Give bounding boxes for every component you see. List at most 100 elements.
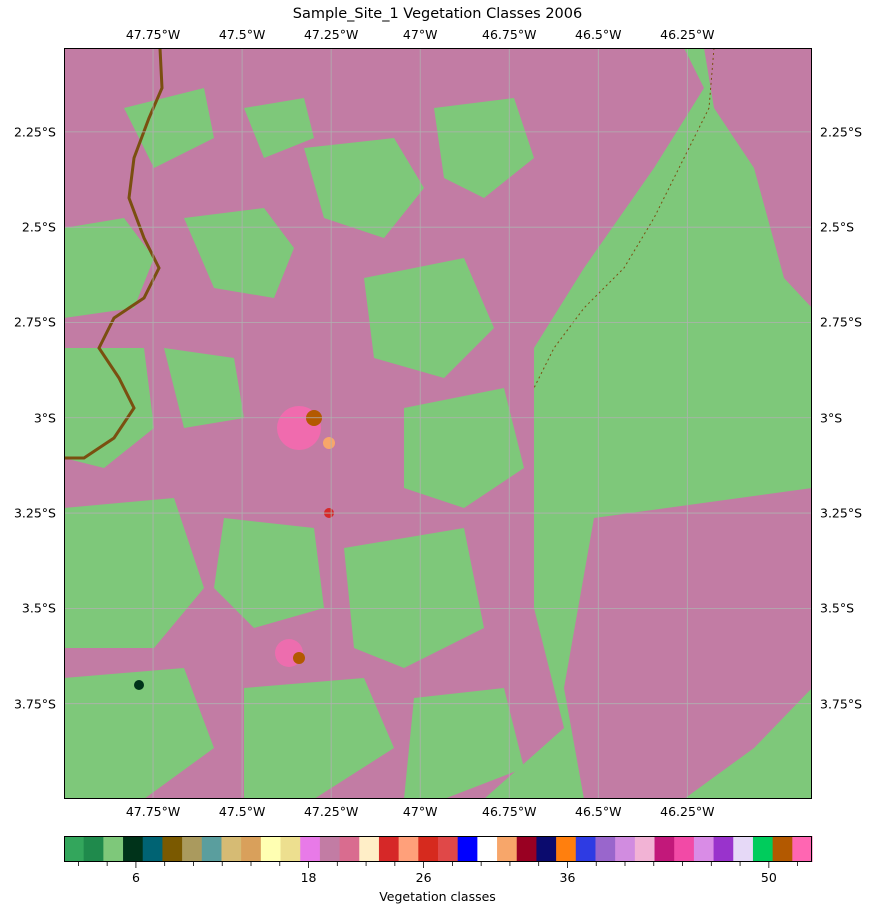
forest-patch — [744, 338, 812, 468]
colorbar-tick-label: 6 — [131, 870, 140, 885]
right-latitude-tick-label: 2.75°S — [820, 314, 863, 330]
colorbar-cell — [713, 836, 734, 862]
colorbar-cell — [162, 836, 183, 862]
colorbar-cell — [280, 836, 301, 862]
colorbar-cell — [497, 836, 518, 862]
colorbar-cell — [300, 836, 321, 862]
right-latitude-tick-label: 2.25°S — [820, 124, 863, 140]
colorbar-cell — [378, 836, 400, 862]
colorbar-cell — [142, 836, 163, 862]
colorbar-cell — [103, 836, 124, 862]
colorbar-cell — [477, 836, 498, 862]
colorbar-tick-marks — [77, 862, 799, 868]
colorbar-cell — [221, 836, 242, 862]
colorbar-cells — [64, 836, 813, 862]
right-latitude-tick-label: 3.25°S — [820, 505, 863, 521]
left-latitude-tick-label: 3.5°S — [21, 600, 56, 616]
forest-patch — [64, 668, 214, 799]
left-latitude-tick-label: 3.25°S — [13, 505, 56, 521]
forest-patch — [214, 518, 324, 628]
left-latitude-tick-label: 3.75°S — [13, 696, 56, 712]
left-latitude-tick-label: 2.25°S — [13, 124, 56, 140]
colorbar-cell — [772, 836, 793, 862]
colorbar-cell — [339, 836, 360, 862]
forest-patch — [64, 348, 154, 468]
colorbar-tick-label: 36 — [559, 870, 576, 885]
bottom-longitude-tick-label: 47.5°W — [218, 804, 266, 819]
top-longitude-tick-label: 47°W — [402, 27, 438, 42]
top-longitude-tick-label: 46.75°W — [482, 27, 537, 42]
right-latitude-tick-label: 3.5°S — [820, 600, 855, 616]
forest-patches — [64, 88, 812, 799]
left-latitude-tick-label: 3°S — [33, 410, 56, 426]
forest-patch — [184, 208, 294, 298]
colorbar-cell — [418, 836, 439, 862]
colorbar-tick-label: 26 — [415, 870, 432, 885]
forest-patch — [364, 258, 494, 378]
forest-patch — [244, 98, 314, 158]
colorbar-cell — [575, 836, 596, 862]
colorbar-cell — [654, 836, 675, 862]
vegetation-colorbar — [64, 836, 813, 868]
bottom-longitude-tick-label: 46.5°W — [575, 804, 622, 819]
colorbar-cell — [123, 836, 144, 862]
colorbar-cell — [457, 836, 478, 862]
colorbar-cell — [260, 836, 282, 862]
colorbar-cell — [64, 836, 85, 862]
colorbar-cell — [359, 836, 380, 862]
bottom-longitude-tick-label: 47°W — [402, 804, 438, 819]
vegetation-map — [64, 48, 812, 799]
orange-class-cluster — [323, 437, 335, 449]
forest-patch — [244, 678, 394, 799]
colorbar-cell — [438, 836, 459, 862]
colorbar-cell — [516, 836, 537, 862]
colorbar-cell — [319, 836, 341, 862]
top-longitude-tick-label: 46.5°W — [575, 27, 622, 42]
colorbar-cell — [536, 836, 557, 862]
colorbar-cell — [792, 836, 813, 862]
bottom-longitude-tick-label: 47.75°W — [125, 804, 181, 819]
colorbar-cell — [693, 836, 715, 862]
colorbar-cell — [752, 836, 774, 862]
colorbar-cell — [556, 836, 577, 862]
colorbar-tick-label: 50 — [760, 870, 777, 885]
forest-patch — [124, 88, 214, 168]
colorbar-cell — [398, 836, 419, 862]
bottom-longitude-tick-label: 47.25°W — [303, 804, 359, 819]
forest-patch — [304, 138, 424, 238]
deforested-southeast-region — [564, 488, 812, 799]
colorbar-cell — [674, 836, 695, 862]
forest-patch — [64, 498, 204, 648]
map-gridlines — [64, 48, 812, 799]
forest-patch — [164, 348, 244, 428]
deforested-northeast-region — [704, 48, 812, 308]
colorbar-cell — [615, 836, 636, 862]
top-longitude-tick-label: 47.25°W — [303, 27, 359, 42]
map-frame — [64, 48, 812, 799]
right-latitude-tick-label: 2.5°S — [820, 219, 855, 235]
right-latitude-tick-label: 3.75°S — [820, 696, 863, 712]
colorbar-frame — [64, 836, 812, 862]
right-latitude-tick-label: 3°S — [820, 410, 843, 426]
colorbar-cell — [83, 836, 104, 862]
forest-patch — [404, 688, 524, 799]
bottom-longitude-tick-label: 46.75°W — [482, 804, 537, 819]
colorbar-tick-label: 18 — [300, 870, 317, 885]
river-line — [64, 48, 164, 460]
left-latitude-tick-label: 2.75°S — [13, 314, 56, 330]
top-longitude-tick-label: 47.5°W — [218, 27, 266, 42]
brown-class-cluster — [293, 652, 305, 664]
top-longitude-tick-label: 46.25°W — [660, 27, 715, 42]
map-title: Sample_Site_1 Vegetation Classes 2006 — [292, 6, 583, 22]
colorbar-cell — [733, 836, 754, 862]
colorbar-cell — [634, 836, 656, 862]
top-longitude-tick-label: 47.75°W — [125, 27, 181, 42]
colorbar-label: Vegetation classes — [379, 889, 496, 904]
bottom-longitude-tick-label: 46.25°W — [660, 804, 715, 819]
colorbar-cell — [595, 836, 616, 862]
colorbar-cell — [182, 836, 203, 862]
colorbar-cell — [201, 836, 222, 862]
left-latitude-tick-label: 2.5°S — [21, 219, 56, 235]
colorbar-cell — [241, 836, 262, 862]
forest-patch — [64, 218, 154, 318]
